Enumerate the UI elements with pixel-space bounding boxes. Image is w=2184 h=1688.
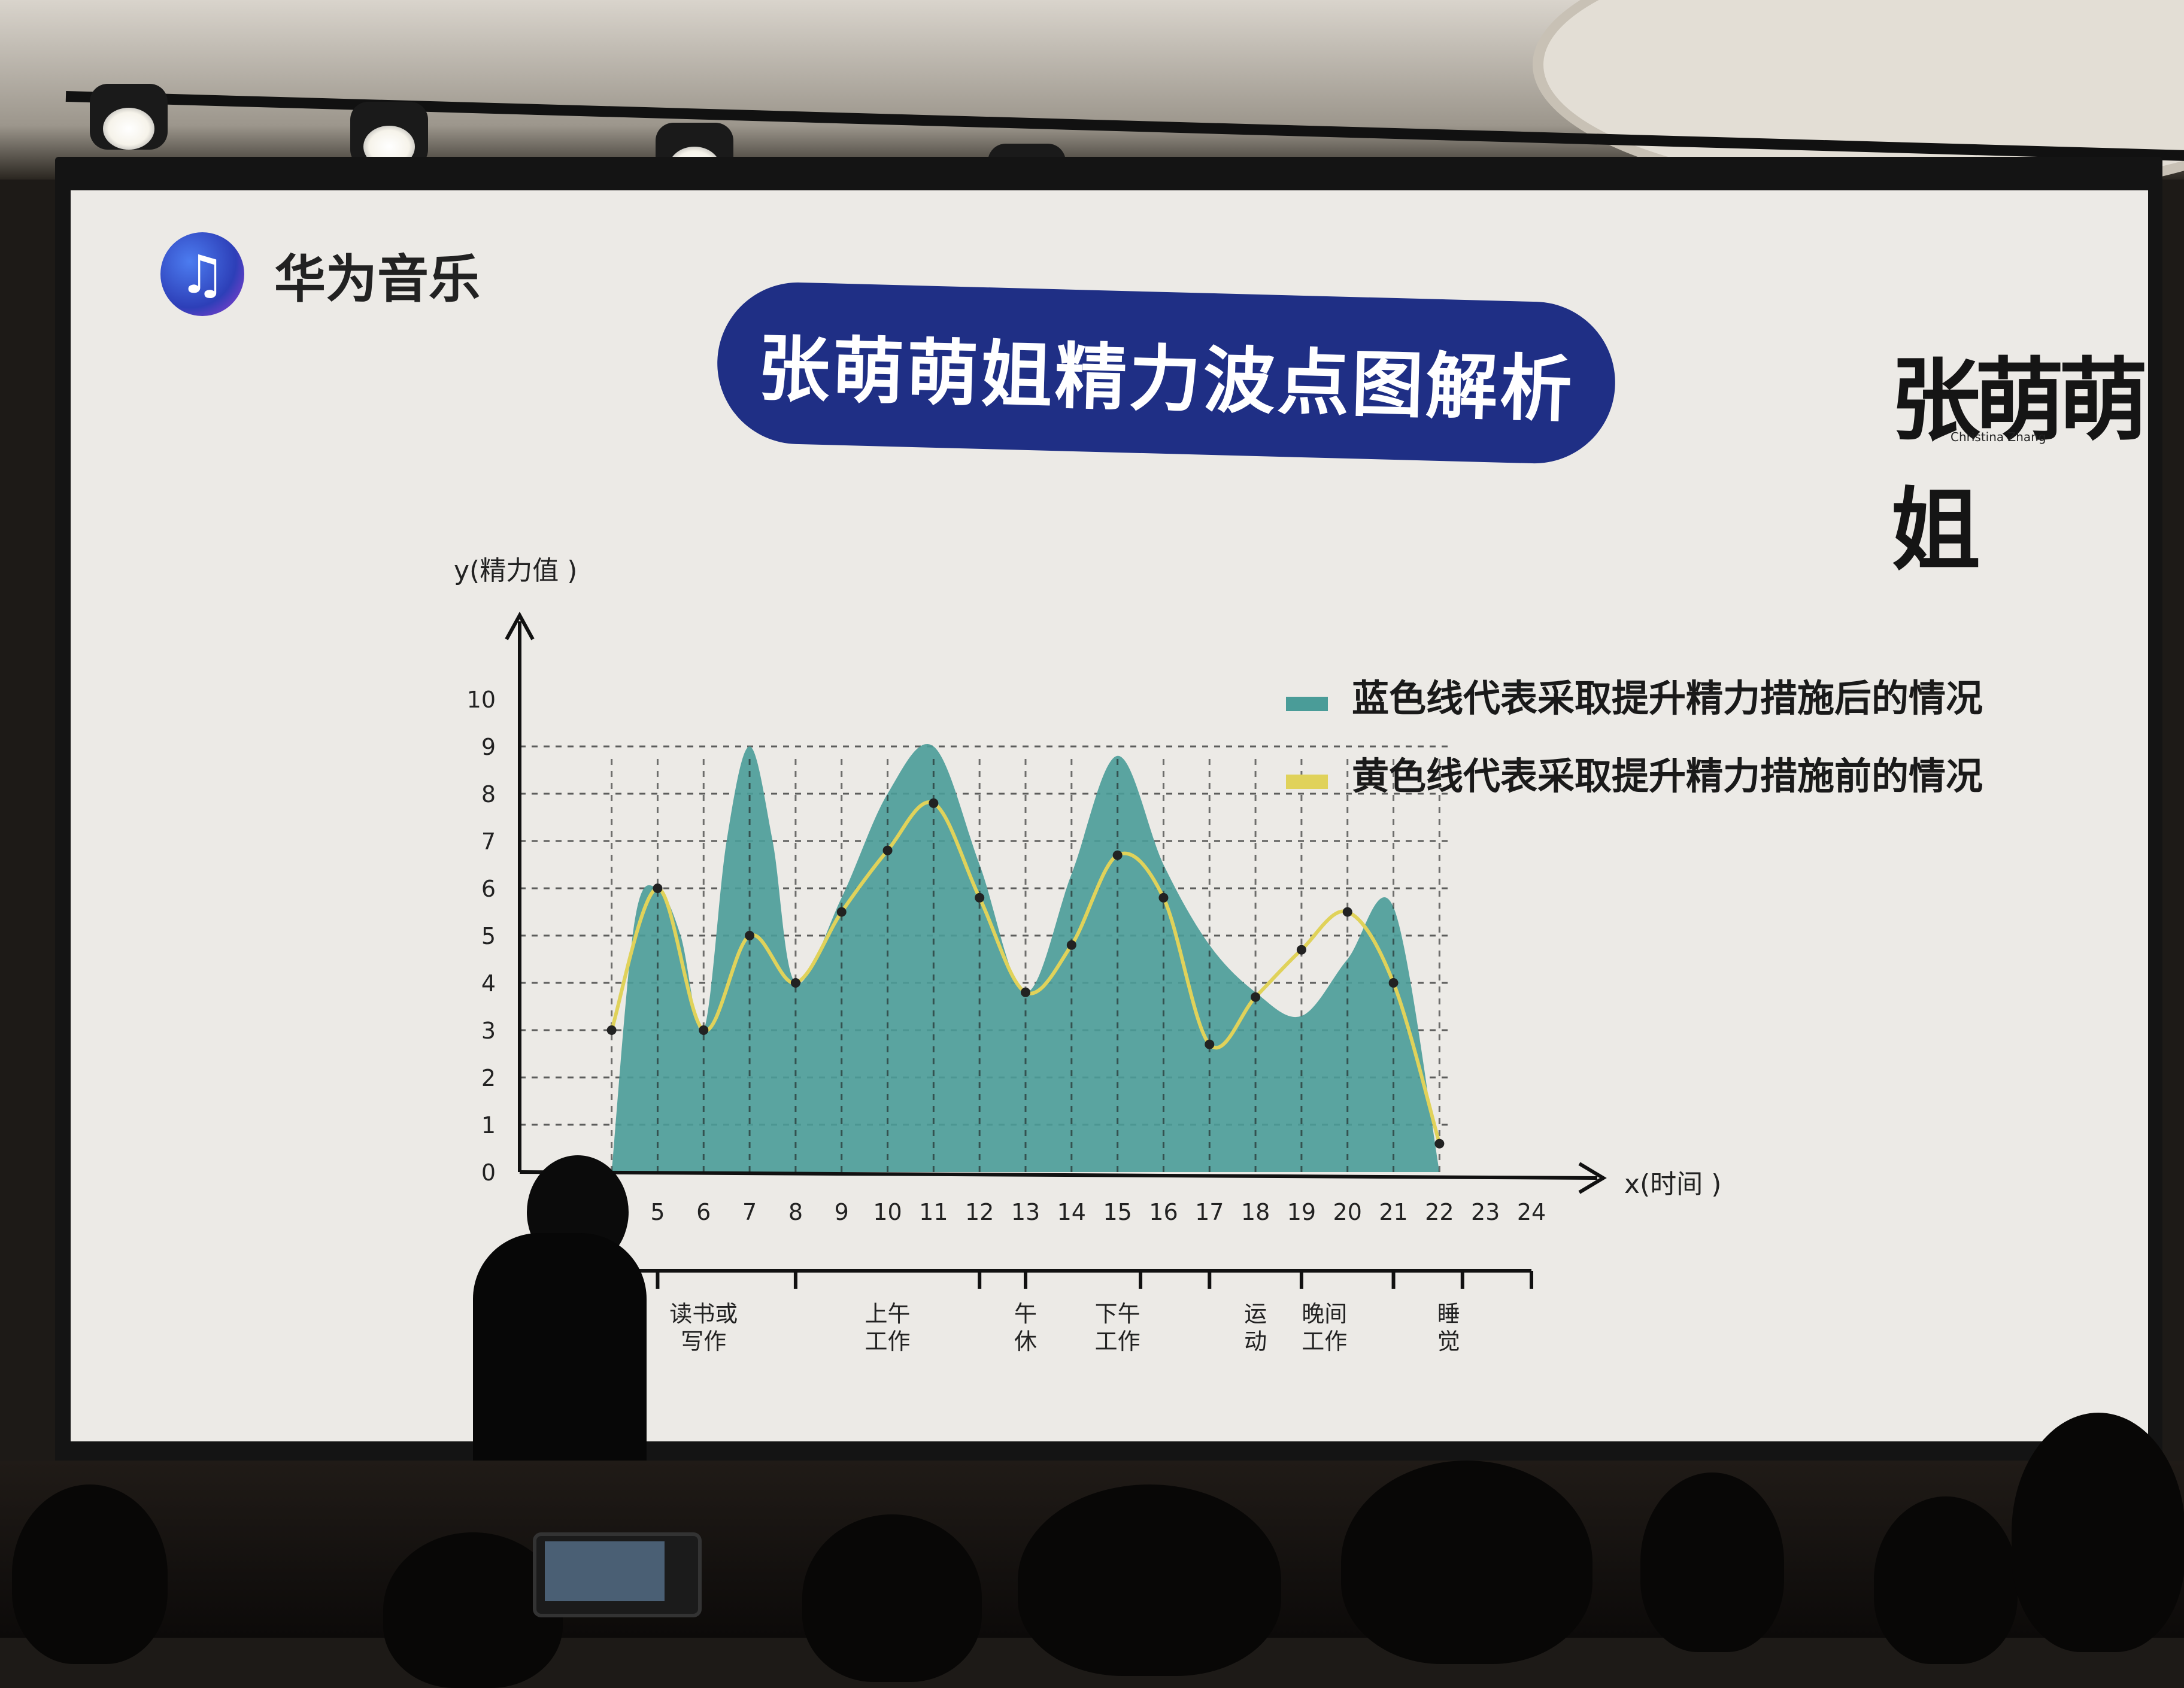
timeline-label: 运动 (1244, 1301, 1267, 1355)
x-tick-label: 23 (1471, 1199, 1500, 1225)
legend-label: 蓝色线代表采取提升精力措施后的情况 (1352, 676, 1983, 720)
series-before-point (1388, 978, 1399, 988)
x-tick-label: 14 (1057, 1199, 1086, 1225)
x-tick-label: 18 (1241, 1199, 1270, 1225)
y-tick-label: 6 (481, 876, 496, 902)
x-tick-label: 5 (650, 1199, 665, 1225)
timeline-label: 读书或写作 (669, 1301, 738, 1355)
x-axis (519, 1170, 1598, 1180)
x-tick-label: 9 (835, 1199, 849, 1225)
series-before-point (606, 1025, 617, 1035)
series-before-point (1112, 850, 1123, 860)
series-before-point (699, 1025, 709, 1035)
audience-head (2012, 1413, 2184, 1652)
audience-head (802, 1514, 982, 1682)
series-before-point (836, 907, 847, 917)
x-tick-label: 12 (965, 1199, 994, 1225)
legend-label: 黄色线代表采取提升精力措施前的情况 (1352, 754, 1983, 798)
x-tick-label: 13 (1011, 1199, 1040, 1225)
spotlight (350, 102, 428, 168)
y-axis-label: y(精力值 ) (454, 555, 577, 586)
y-tick-label: 7 (481, 828, 496, 855)
series-before-point (975, 892, 985, 903)
y-tick-label: 3 (481, 1018, 496, 1044)
x-tick-label: 24 (1517, 1199, 1546, 1225)
series-before-point (1434, 1139, 1445, 1149)
series-before-point (1066, 940, 1076, 950)
legend-swatch (1286, 775, 1328, 789)
audience-head (1018, 1484, 1281, 1676)
music-note-icon: ♫ (160, 232, 244, 316)
x-tick-label: 20 (1333, 1199, 1362, 1225)
brand-name: 华为音乐 (274, 249, 480, 309)
x-tick-label: 10 (873, 1199, 902, 1225)
phone-screen (545, 1541, 665, 1601)
audience (0, 1413, 2184, 1688)
audience-head (1874, 1496, 2018, 1664)
series-before-point (745, 931, 755, 940)
x-tick-label: 8 (788, 1199, 803, 1225)
y-tick-label: 5 (481, 923, 496, 949)
x-tick-label: 19 (1287, 1199, 1316, 1225)
series-before-point (1021, 987, 1030, 997)
y-tick-label: 8 (481, 781, 496, 807)
y-tick-label: 9 (481, 734, 496, 760)
x-tick-label: 15 (1103, 1199, 1132, 1225)
series-before-point (1342, 907, 1352, 917)
series-before-point (790, 978, 800, 988)
slide: ♫ 华为音乐 张萌萌姐精力波点图解析 张萌萌姐 Christina Zhang … (71, 190, 2148, 1441)
y-tick-label: 0 (481, 1159, 496, 1186)
audience-head (1640, 1473, 1784, 1652)
timeline-label: 午休 (1014, 1301, 1037, 1355)
series-before-point (1251, 992, 1261, 1002)
y-tick-label: 4 (481, 970, 496, 997)
spotlight (90, 84, 168, 150)
brand: ♫ 华为音乐 (160, 232, 480, 316)
x-tick-label: 17 (1195, 1199, 1224, 1225)
timeline-label: 晚间工作 (1302, 1301, 1347, 1355)
energy-chart: 0123456789103456789101112131415161718192… (454, 555, 1983, 1355)
audience-head (1341, 1461, 1592, 1664)
presenter-logo-subtext: Christina Zhang (1951, 430, 2046, 444)
legend-swatch (1286, 697, 1328, 711)
x-axis-label: x(时间 ) (1624, 1169, 1721, 1200)
y-tick-label: 10 (467, 687, 496, 713)
series-before-point (1205, 1039, 1215, 1049)
series-before-point (929, 798, 939, 808)
x-axis-arrow (1578, 1162, 1607, 1194)
y-axis-arrow (505, 611, 535, 640)
series-before-point (882, 845, 893, 855)
timeline-label: 睡觉 (1437, 1301, 1460, 1355)
audience-head (12, 1484, 168, 1664)
presenter-logo: 张萌萌姐 (1891, 349, 2148, 583)
timeline-label: 下午工作 (1095, 1301, 1140, 1355)
x-tick-label: 22 (1425, 1199, 1454, 1225)
series-after-area (611, 743, 1440, 1172)
x-tick-label: 16 (1149, 1199, 1178, 1225)
x-tick-label: 11 (919, 1199, 948, 1225)
y-tick-label: 2 (481, 1065, 496, 1091)
x-tick-label: 21 (1379, 1199, 1408, 1225)
series-before-point (653, 884, 663, 893)
y-tick-label: 1 (481, 1112, 496, 1139)
series-before-point (1158, 892, 1169, 903)
x-tick-label: 6 (696, 1199, 711, 1225)
x-tick-label: 7 (742, 1199, 757, 1225)
series-before-point (1296, 945, 1306, 955)
timeline-label: 上午工作 (865, 1301, 911, 1355)
